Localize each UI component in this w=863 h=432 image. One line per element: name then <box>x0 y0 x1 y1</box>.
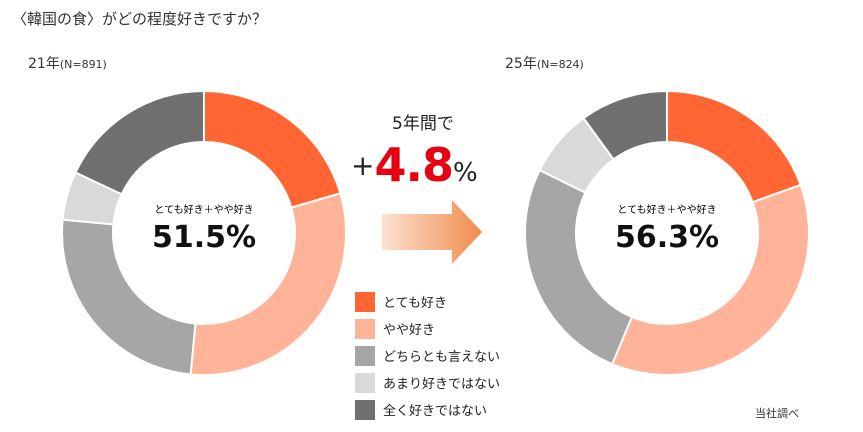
delta-unit: % <box>452 158 478 188</box>
comparison-delta: +4.8% <box>351 138 478 192</box>
legend: とても好き やや好き どちらとも言えない あまり好きではない 全く好きではない <box>355 288 500 423</box>
legend-label: どちらとも言えない <box>383 350 501 365</box>
source-note: 当社調べ <box>755 407 799 420</box>
year-label-21: 21年(N=891) <box>28 53 107 73</box>
legend-label: あまり好きではない <box>383 377 501 392</box>
year-label-25: 25年(N=824) <box>505 53 584 73</box>
donut-center-label: とても好き＋やや好き <box>154 204 253 216</box>
legend-swatch <box>355 291 375 312</box>
sample-size: (N=824) <box>536 58 584 71</box>
legend-swatch <box>355 372 375 393</box>
donut-slice-1 <box>203 89 342 209</box>
chart-title: 〈韓国の食〉がどの程度好きですか？ <box>12 10 268 28</box>
right-arrow-icon <box>382 200 482 264</box>
legend-item: どちらとも言えない <box>355 342 500 369</box>
donut-chart-21 <box>61 89 347 376</box>
donut-center-label: とても好き＋やや好き <box>617 204 716 216</box>
legend-item: 全く好きではない <box>355 396 500 423</box>
legend-item: とても好き <box>355 288 500 315</box>
donut-center-value: 56.3% <box>615 220 719 255</box>
donut-slice-2 <box>610 183 810 376</box>
donut-slice-1 <box>666 89 802 204</box>
donut-slice-5 <box>582 89 668 161</box>
donut-chart-25 <box>524 89 810 376</box>
year-text: 25年 <box>505 56 537 72</box>
donut-slice-2 <box>189 192 347 376</box>
sample-size: (N=891) <box>59 58 107 71</box>
year-text: 21年 <box>28 56 60 72</box>
comparison-label: 5年間で <box>392 114 454 134</box>
legend-swatch <box>355 399 375 420</box>
donut-center-value: 51.5% <box>152 220 256 255</box>
delta-value: 4.8 <box>374 138 453 192</box>
legend-item: やや好き <box>355 315 500 342</box>
donut-slice-3 <box>61 218 197 376</box>
donut-slice-3 <box>524 168 634 366</box>
legend-item: あまり好きではない <box>355 369 500 396</box>
legend-label: やや好き <box>383 323 436 338</box>
donut-slice-5 <box>74 89 205 196</box>
legend-swatch <box>355 345 375 366</box>
legend-swatch <box>355 318 375 339</box>
legend-label: 全く好きではない <box>383 404 488 419</box>
legend-label: とても好き <box>383 296 447 311</box>
delta-sign: + <box>351 149 375 182</box>
